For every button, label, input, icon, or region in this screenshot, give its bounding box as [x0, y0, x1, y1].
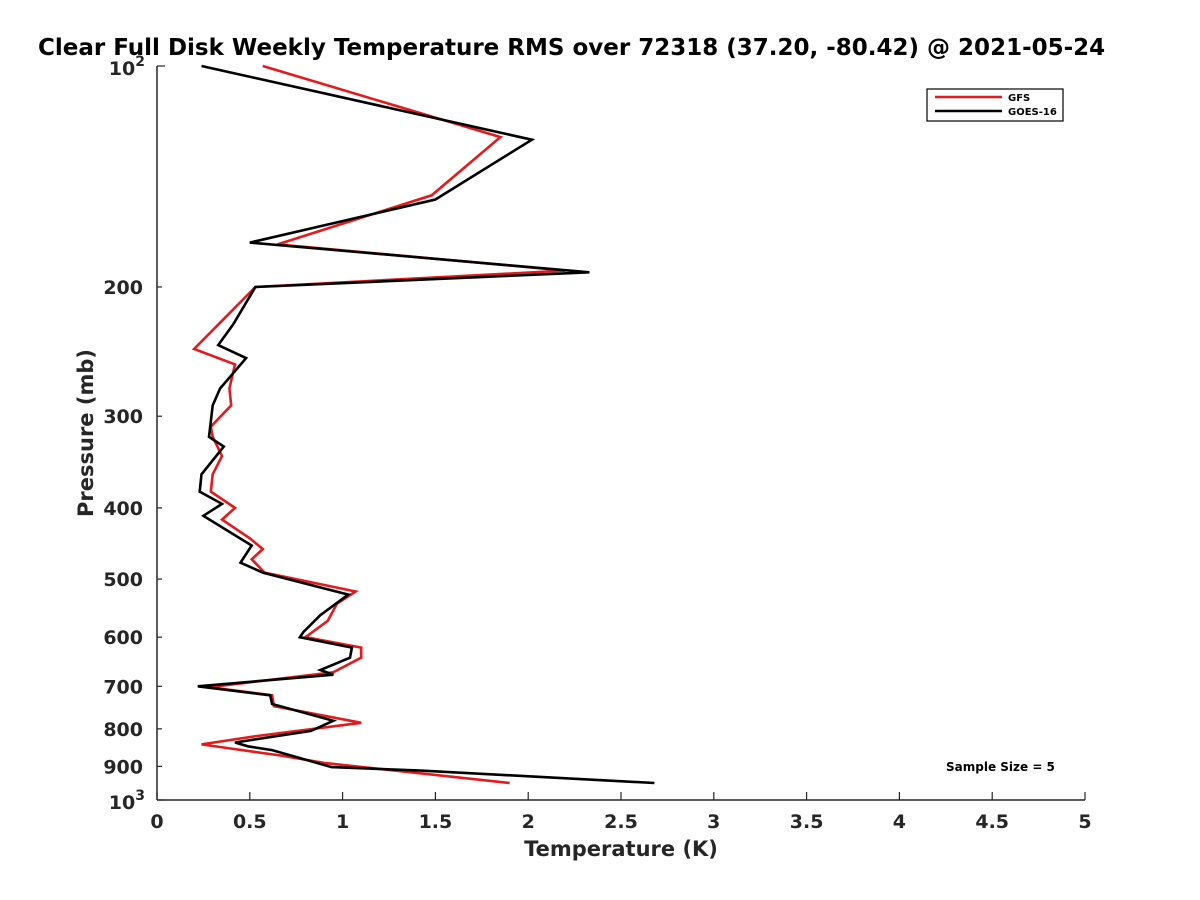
x-axis-label: Temperature (K) [524, 837, 718, 861]
x-tick-label: 4 [893, 811, 906, 833]
y-tick-label: 500 [103, 569, 143, 591]
y-tick-label: 103 [109, 788, 145, 814]
y-tick-label: 300 [103, 406, 143, 428]
y-tick-label: 400 [103, 498, 143, 520]
x-tick-label: 2.5 [604, 811, 638, 833]
series-lines [191, 64, 655, 785]
y-tick-label: 900 [103, 756, 143, 778]
x-tick-label: 4.5 [975, 811, 1009, 833]
legend-label-gfs: GFS [1008, 93, 1030, 104]
y-tick-label: 800 [103, 719, 143, 741]
y-axis-label: Pressure (mb) [74, 349, 98, 517]
sample-size-annotation: Sample Size = 5 [946, 760, 1055, 774]
legend-label-goes-16: GOES-16 [1008, 107, 1057, 118]
y-tick-label: 700 [103, 676, 143, 698]
y-tick-label-base: 10 [109, 792, 135, 814]
y-tick-label: 200 [103, 277, 143, 299]
x-tick-label: 0.5 [233, 811, 267, 833]
y-tick-label: 102 [109, 54, 145, 80]
x-tick-label: 3 [707, 811, 720, 833]
series-line-goes-16 [197, 64, 655, 785]
legend-box [926, 88, 1064, 122]
x-tick-label: 1.5 [419, 811, 453, 833]
chart-title: Clear Full Disk Weekly Temperature RMS o… [38, 35, 1105, 61]
legend: GFS GOES-16 [926, 88, 1064, 122]
x-tick-label: 0 [150, 811, 163, 833]
x-axis-ticks: 0 0.5 1 1.5 2 2.5 3 3.5 4 4.5 5 [150, 792, 1092, 833]
y-tick-label-exponent: 2 [135, 54, 145, 70]
y-tick-label-base: 10 [109, 58, 135, 80]
x-tick-label: 1 [336, 811, 349, 833]
y-tick-label: 600 [103, 627, 143, 649]
x-tick-label: 5 [1078, 811, 1091, 833]
x-tick-label: 3.5 [790, 811, 824, 833]
series-line-gfs [191, 64, 566, 785]
y-tick-label-exponent: 3 [135, 788, 145, 804]
x-tick-label: 2 [522, 811, 535, 833]
